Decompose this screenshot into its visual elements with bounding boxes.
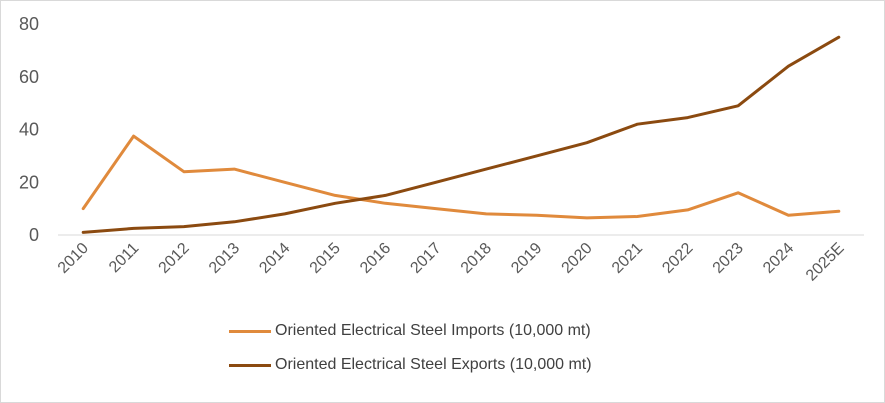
y-tick-label: 0 xyxy=(29,225,39,245)
y-tick-label: 60 xyxy=(19,67,39,87)
x-tick-label: 2018 xyxy=(458,240,495,277)
x-tick-label: 2014 xyxy=(256,240,293,277)
y-axis-labels: 0 20 40 60 80 xyxy=(19,14,39,245)
x-tick-label: 2011 xyxy=(106,240,142,276)
y-tick-label: 20 xyxy=(19,172,39,192)
x-tick-label: 2025E xyxy=(803,240,848,285)
legend-label-exports: Oriented Electrical Steel Exports (10,00… xyxy=(275,356,592,373)
series-line-imports xyxy=(81,134,841,220)
x-axis-labels: 2010 2011 2012 2013 2014 2015 2016 2017 2018 2019… xyxy=(55,240,848,285)
x-tick-label: 2024 xyxy=(760,240,797,277)
y-tick-label: 80 xyxy=(19,14,39,34)
series-line-exports xyxy=(81,35,841,234)
legend-swatch-imports xyxy=(229,329,271,333)
x-tick-label: 2020 xyxy=(559,240,596,277)
x-tick-label: 2021 xyxy=(609,240,646,277)
x-tick-label: 2023 xyxy=(710,240,747,277)
x-tick-label: 2010 xyxy=(55,240,92,277)
legend: Oriented Electrical Steel Imports (10,00… xyxy=(229,321,592,389)
x-tick-label: 2017 xyxy=(407,240,444,277)
series-lines xyxy=(81,35,841,234)
legend-label-imports: Oriented Electrical Steel Imports (10,00… xyxy=(275,322,591,339)
legend-swatch-exports xyxy=(229,363,271,367)
x-tick-label: 2022 xyxy=(659,240,696,277)
legend-item-exports: Oriented Electrical Steel Exports (10,00… xyxy=(229,355,592,375)
legend-item-imports: Oriented Electrical Steel Imports (10,00… xyxy=(229,321,592,341)
x-tick-label: 2019 xyxy=(508,240,545,277)
x-tick-label: 2012 xyxy=(156,240,193,277)
x-tick-label: 2016 xyxy=(357,240,394,277)
y-tick-label: 40 xyxy=(19,120,39,140)
x-tick-label: 2013 xyxy=(206,240,243,277)
x-tick-label: 2015 xyxy=(307,240,344,277)
